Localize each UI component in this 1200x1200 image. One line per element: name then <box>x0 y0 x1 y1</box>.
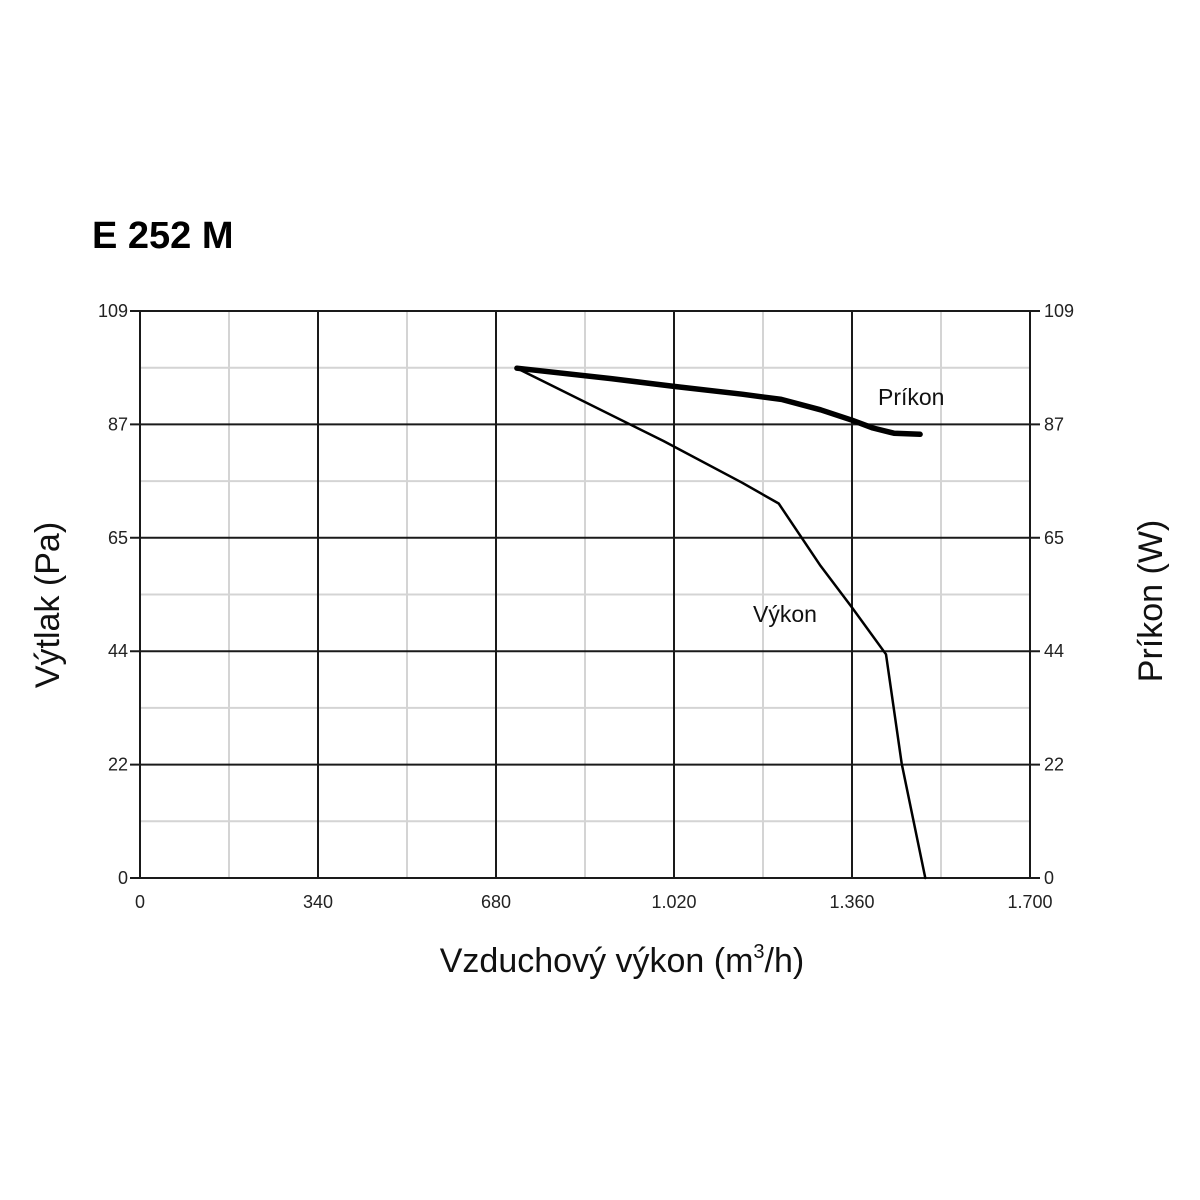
x-tick-label: 680 <box>481 892 511 912</box>
left-y-tick-label: 0 <box>118 868 128 888</box>
right-y-tick-label: 0 <box>1044 868 1054 888</box>
right-y-tick-label: 109 <box>1044 301 1074 321</box>
right-y-tick-labels: 0 22 44 65 87 109 <box>1044 301 1074 888</box>
series-label-vykon: Výkon <box>753 601 817 627</box>
left-y-tick-label: 44 <box>108 641 128 661</box>
x-tick-label: 0 <box>135 892 145 912</box>
major-gridlines <box>130 310 1040 879</box>
left-y-tick-label: 22 <box>108 755 128 775</box>
right-y-axis-label: Príkon (W) <box>1132 520 1170 682</box>
minor-gridlines <box>140 311 1030 878</box>
x-tick-label: 340 <box>303 892 333 912</box>
x-axis-label: Vzduchový výkon (m3/h) <box>440 941 804 980</box>
x-tick-labels: 0 340 680 1.020 1.360 1.700 <box>135 892 1053 912</box>
right-y-tick-label: 65 <box>1044 528 1064 548</box>
right-y-tick-label: 87 <box>1044 414 1064 434</box>
x-tick-label: 1.700 <box>1007 892 1052 912</box>
series-line-vykon <box>515 366 927 880</box>
right-y-tick-label: 44 <box>1044 641 1064 661</box>
right-y-tick-label: 22 <box>1044 755 1064 775</box>
left-y-tick-label: 87 <box>108 414 128 434</box>
series-lines <box>514 365 927 880</box>
left-y-axis-label: Výtlak (Pa) <box>29 522 67 688</box>
series-label-prikon: Príkon <box>878 384 944 410</box>
left-y-tick-labels: 0 22 44 65 87 109 <box>98 301 128 888</box>
chart-title: E 252 M <box>92 215 234 257</box>
plot-frame <box>139 310 1031 879</box>
series-line-prikon <box>514 365 923 438</box>
x-tick-label: 1.360 <box>829 892 874 912</box>
left-y-tick-label: 65 <box>108 528 128 548</box>
left-y-tick-label: 109 <box>98 301 128 321</box>
x-tick-label: 1.020 <box>651 892 696 912</box>
